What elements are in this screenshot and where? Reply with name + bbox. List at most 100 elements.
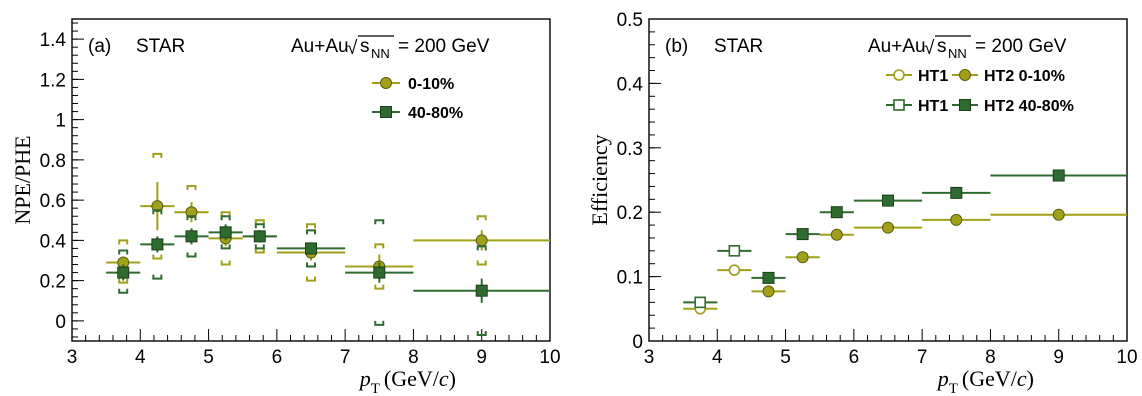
y-tick-label: 0.3 — [617, 139, 643, 160]
panel-b-sqrt-sub: NN — [948, 46, 967, 61]
sys-error-bracket — [374, 219, 385, 326]
data-point — [185, 230, 198, 243]
data-point — [728, 264, 741, 276]
x-tick-label: 4 — [712, 347, 723, 368]
panel-b-sqrt-var: s — [937, 36, 947, 57]
series-2 — [683, 245, 752, 309]
panel-b-sqrt-symbol: √ — [924, 38, 935, 59]
panel-a-experiment: STAR — [136, 36, 185, 57]
x-tick-label: 8 — [985, 347, 996, 368]
x-tick-label: 6 — [272, 347, 283, 368]
y-tick-label: 0 — [632, 332, 643, 353]
panel-a-npe-phe-ratio: 3 4 5 6 7 8 9 10 0 0.2 0.4 0.6 0.8 1 1.2 1.4 (a) STAR A… — [10, 18, 561, 396]
panel-a-x-sub: T — [371, 381, 380, 396]
sys-error-bracket — [118, 239, 129, 284]
panel-b-x-sub: T — [949, 381, 958, 396]
panel-a-sqrt-var: s — [360, 36, 370, 57]
data-point — [796, 228, 809, 241]
sys-error-bracket — [476, 215, 487, 266]
panel-a-legend-0-10: 0-10% — [408, 76, 454, 93]
sys-error-bracket — [254, 223, 265, 250]
panel-b-efficiency: 3 4 5 6 7 8 9 10 0 0.1 0.2 0.3 0.4 0.5 (b) STAR Au+Au… — [587, 10, 1138, 396]
panel-a-x-var: p — [358, 366, 371, 391]
panel-a-system-suffix: = 200 GeV — [398, 36, 490, 57]
sys-error-bracket — [220, 215, 231, 250]
data-point — [373, 266, 386, 279]
panel-b-collision-system: Au+Au √ s NN = 200 GeV — [868, 35, 1067, 61]
data-point — [882, 221, 894, 234]
data-point — [151, 200, 164, 213]
x-tick-label: 5 — [203, 347, 214, 368]
data-point — [475, 284, 488, 297]
data-point — [694, 296, 707, 309]
data-point — [185, 206, 198, 219]
data-point — [762, 271, 775, 284]
panel-b-legend-marker-ht1-0-10 — [893, 69, 905, 81]
y-tick-label: 0.1 — [617, 268, 643, 289]
series-0 — [106, 152, 550, 290]
sys-error-bracket — [186, 215, 197, 258]
panel-a-legend-marker-40-80 — [380, 106, 392, 118]
panel-b-label: (b) — [665, 36, 688, 57]
panel-a-frame — [71, 18, 551, 342]
panel-b-legend-ht2-0-10: HT2 0-10% — [984, 68, 1065, 85]
data-point — [882, 194, 894, 207]
y-tick-label: 0.6 — [40, 191, 66, 212]
series-0 — [683, 264, 752, 315]
panel-b-system-prefix: Au+Au — [868, 36, 926, 57]
data-point — [253, 230, 266, 243]
sys-error-bracket — [476, 245, 487, 336]
panel-a-system-prefix: Au+Au — [291, 36, 349, 57]
data-point — [1052, 208, 1065, 221]
series-1 — [106, 209, 550, 336]
sys-error-bracket — [152, 152, 163, 260]
data-point — [305, 242, 317, 255]
panel-a-sqrt-sub: NN — [371, 46, 390, 61]
data-point — [830, 228, 843, 241]
x-tick-label: 4 — [135, 347, 146, 368]
panel-a-legend-marker-0-10 — [380, 77, 392, 89]
sys-error-bracket — [152, 209, 163, 280]
panel-b-ticks: 3 4 5 6 7 8 9 10 0 0.1 0.2 0.3 0.4 0.5 — [617, 10, 1138, 368]
panel-b-y-axis-title: Efficiency — [587, 134, 612, 225]
x-tick-label: 10 — [1116, 347, 1137, 368]
panel-a-x-unit-pre: (GeV/ — [384, 366, 440, 391]
panel-a-x-unit-var: c — [439, 366, 449, 391]
panel-a-label: (a) — [88, 36, 111, 57]
panel-a-data-marks — [106, 152, 550, 336]
panel-b-legend-marker-ht2-40-80 — [959, 99, 971, 111]
panel-b-x-var: p — [936, 366, 949, 391]
sys-error-bracket — [306, 223, 316, 282]
panel-b-legend-marker-ht1-40-80 — [893, 99, 905, 111]
x-tick-label: 9 — [1053, 347, 1064, 368]
panel-b-x-unit-var: c — [1017, 366, 1027, 391]
y-tick-label: 1 — [55, 111, 66, 132]
sys-error-bracket — [220, 211, 231, 266]
data-point — [950, 213, 963, 226]
panel-a-x-axis-title: pT (GeV/c) — [358, 366, 456, 396]
panel-a-y-axis-title: NPE/PHE — [10, 135, 35, 224]
y-tick-label: 0.4 — [617, 74, 644, 95]
panel-b-legend-ht1-0-10: HT1 — [918, 68, 948, 85]
y-tick-label: 0.2 — [40, 272, 66, 293]
data-point — [151, 238, 164, 251]
x-tick-label: 7 — [340, 347, 351, 368]
sys-error-bracket — [374, 243, 385, 290]
panel-b-experiment: STAR — [714, 36, 763, 57]
y-tick-label: 0.2 — [617, 203, 643, 224]
x-tick-label: 7 — [917, 347, 928, 368]
data-point — [219, 226, 232, 239]
sys-error-bracket — [254, 219, 265, 254]
panel-a-legend: 0-10% 40-80% — [372, 76, 463, 122]
x-tick-label: 10 — [539, 347, 560, 368]
panel-b-x-axis-title: pT (GeV/c) — [936, 366, 1034, 396]
data-point — [762, 285, 775, 298]
data-point — [950, 186, 963, 199]
panel-b-frame — [648, 18, 1128, 342]
data-point — [830, 206, 843, 219]
y-tick-label: 0.5 — [617, 10, 643, 31]
data-point — [728, 245, 741, 257]
y-tick-label: 1.4 — [40, 30, 67, 51]
sys-error-bracket — [118, 249, 129, 294]
panel-a-legend-40-80: 40-80% — [408, 105, 463, 122]
